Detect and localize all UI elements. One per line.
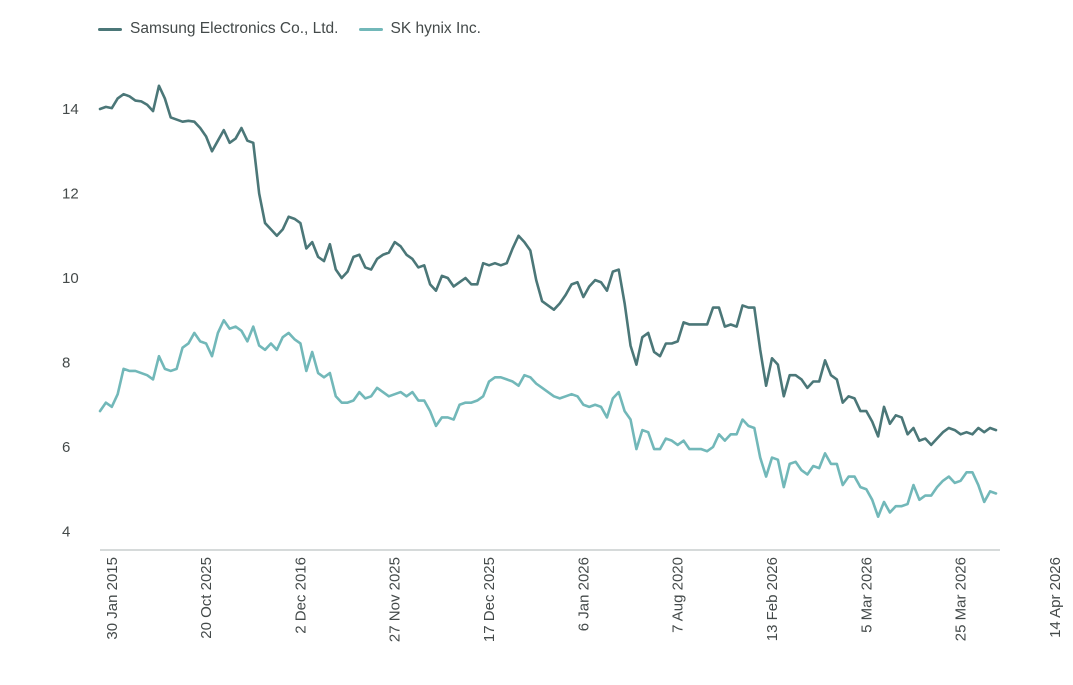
x-tick-label: 7 Aug 2020 — [670, 557, 687, 633]
legend-swatch-samsung — [98, 27, 122, 31]
x-tick-label: 14 Apr 2026 — [1047, 557, 1064, 638]
series-line-skhynix[interactable] — [98, 318, 998, 519]
legend-label-skhynix: SK hynix Inc. — [390, 20, 481, 37]
y-axis: 4 6 8 10 12 14 — [62, 101, 79, 541]
x-tick-label: 27 Nov 2025 — [387, 557, 404, 642]
legend-swatch-skhynix — [358, 27, 383, 31]
legend: Samsung Electronics Co., Ltd. SK hynix I… — [98, 20, 501, 38]
x-tick-label: 2 Dec 2016 — [292, 557, 309, 634]
series-line-samsung[interactable] — [98, 84, 998, 447]
x-tick-label: 20 Oct 2025 — [198, 557, 215, 639]
x-tick-label: 5 Mar 2026 — [858, 557, 875, 633]
y-tick-label: 14 — [62, 101, 79, 118]
y-tick-label: 12 — [62, 186, 79, 203]
legend-label-samsung: Samsung Electronics Co., Ltd. — [130, 20, 339, 37]
x-tick-label: 17 Dec 2025 — [481, 557, 498, 642]
y-tick-label: 4 — [62, 524, 70, 541]
y-tick-label: 8 — [62, 355, 70, 372]
legend-item-skhynix[interactable]: SK hynix Inc. — [358, 20, 481, 38]
series-lines — [98, 84, 998, 519]
x-tick-label: 13 Feb 2026 — [764, 557, 781, 641]
x-tick-label: 25 Mar 2026 — [953, 557, 970, 641]
y-tick-label: 10 — [62, 270, 79, 287]
x-axis: 30 Jan 2015 20 Oct 2025 2 Dec 2016 27 Nov 2… — [104, 557, 1064, 642]
legend-item-samsung[interactable]: Samsung Electronics Co., Ltd. — [98, 20, 339, 38]
x-tick-label: 30 Jan 2015 — [104, 557, 121, 640]
y-tick-label: 6 — [62, 439, 70, 456]
x-tick-label: 6 Jan 2026 — [575, 557, 592, 631]
